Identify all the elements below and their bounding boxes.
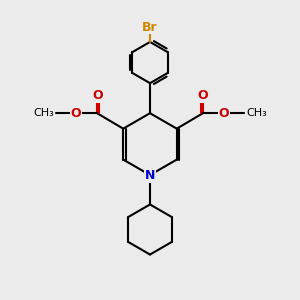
Text: O: O: [219, 107, 229, 120]
Text: O: O: [92, 88, 103, 102]
Text: CH₃: CH₃: [246, 108, 267, 118]
Text: N: N: [145, 169, 155, 182]
Text: Br: Br: [142, 21, 158, 34]
Text: O: O: [197, 88, 208, 102]
Text: CH₃: CH₃: [33, 108, 54, 118]
Text: O: O: [71, 107, 81, 120]
